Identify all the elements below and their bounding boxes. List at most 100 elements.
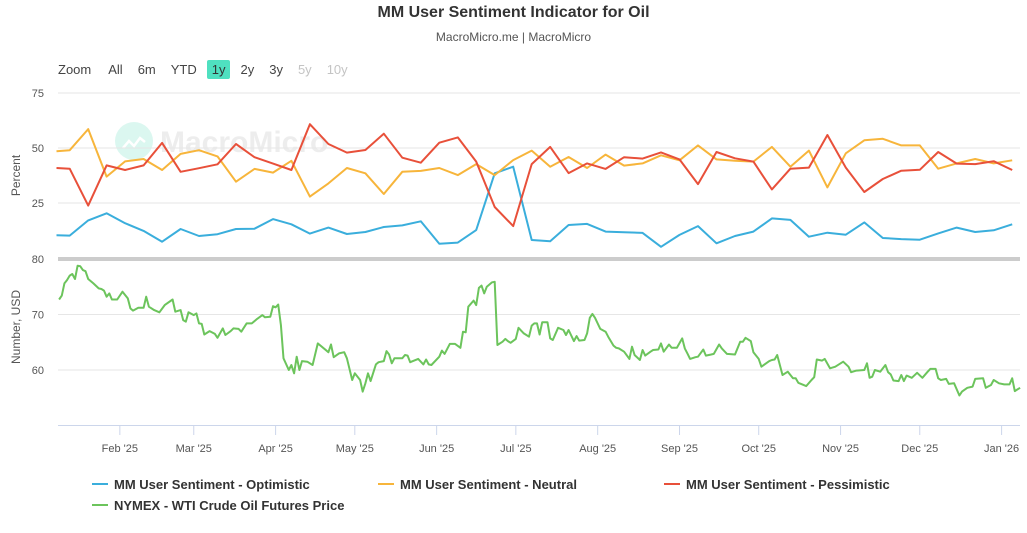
data-point[interactable] <box>806 148 811 153</box>
data-point[interactable] <box>363 171 368 176</box>
data-point[interactable] <box>529 148 534 153</box>
data-point[interactable] <box>67 148 72 153</box>
data-point[interactable] <box>997 381 1001 385</box>
data-point[interactable] <box>651 348 655 352</box>
data-point[interactable] <box>757 357 761 361</box>
data-point[interactable] <box>511 158 516 163</box>
data-point[interactable] <box>234 179 239 184</box>
data-point[interactable] <box>326 225 331 230</box>
data-point[interactable] <box>474 228 479 233</box>
data-point[interactable] <box>843 165 848 170</box>
data-point[interactable] <box>131 309 135 313</box>
data-point[interactable] <box>437 355 441 359</box>
data-point[interactable] <box>141 228 146 233</box>
data-point[interactable] <box>759 365 763 369</box>
data-point[interactable] <box>511 224 516 229</box>
data-point[interactable] <box>67 233 72 238</box>
data-point[interactable] <box>936 149 941 154</box>
data-point[interactable] <box>289 168 294 173</box>
data-point[interactable] <box>353 371 357 375</box>
legend-item[interactable]: MM User Sentiment - Neutral <box>378 477 577 492</box>
data-point[interactable] <box>86 277 90 281</box>
data-point[interactable] <box>849 370 853 374</box>
data-point[interactable] <box>1008 382 1012 386</box>
data-point[interactable] <box>144 295 148 299</box>
data-point[interactable] <box>659 244 664 249</box>
data-point[interactable] <box>326 350 330 354</box>
data-point[interactable] <box>917 237 922 242</box>
data-point[interactable] <box>873 368 877 372</box>
data-point[interactable] <box>843 151 848 156</box>
data-point[interactable] <box>862 220 867 225</box>
data-point[interactable] <box>86 218 91 223</box>
data-point[interactable] <box>883 363 887 367</box>
data-point[interactable] <box>411 359 415 363</box>
data-point[interactable] <box>627 357 631 361</box>
data-point[interactable] <box>268 315 272 319</box>
data-point[interactable] <box>585 161 590 166</box>
legend-item[interactable]: MM User Sentiment - Optimistic <box>92 477 310 492</box>
data-point[interactable] <box>363 381 367 385</box>
data-point[interactable] <box>769 144 774 149</box>
data-point[interactable] <box>307 122 312 127</box>
data-point[interactable] <box>622 230 627 235</box>
data-point[interactable] <box>1010 376 1014 380</box>
data-point[interactable] <box>952 381 956 385</box>
data-point[interactable] <box>221 326 225 330</box>
data-point[interactable] <box>197 166 202 171</box>
data-point[interactable] <box>270 170 275 175</box>
data-point[interactable] <box>880 177 885 182</box>
data-point[interactable] <box>141 163 146 168</box>
data-point[interactable] <box>643 354 647 358</box>
data-point[interactable] <box>973 230 978 235</box>
data-point[interactable] <box>604 330 608 334</box>
data-point[interactable] <box>696 143 701 148</box>
data-point[interactable] <box>960 390 964 394</box>
data-point[interactable] <box>387 352 391 356</box>
data-point[interactable] <box>683 346 687 350</box>
data-point[interactable] <box>142 306 146 310</box>
range-button-ytd[interactable]: YTD <box>170 62 197 77</box>
data-point[interactable] <box>769 187 774 192</box>
range-button-2y[interactable]: 2y <box>240 62 255 77</box>
data-point[interactable] <box>437 166 442 171</box>
series-line-wti-oil[interactable] <box>58 264 1021 397</box>
data-point[interactable] <box>455 135 460 140</box>
data-point[interactable] <box>171 298 175 302</box>
data-point[interactable] <box>751 350 755 354</box>
data-point[interactable] <box>160 140 165 145</box>
data-point[interactable] <box>593 316 597 320</box>
data-point[interactable] <box>329 342 333 346</box>
data-point[interactable] <box>250 321 254 325</box>
data-point[interactable] <box>418 219 423 224</box>
data-point[interactable] <box>865 361 869 365</box>
data-point[interactable] <box>917 167 922 172</box>
data-point[interactable] <box>197 234 202 239</box>
data-point[interactable] <box>588 316 592 320</box>
data-point[interactable] <box>843 232 848 237</box>
series-line-pessimistic[interactable] <box>56 123 1013 228</box>
data-point[interactable] <box>105 295 109 299</box>
data-point[interactable] <box>400 356 404 360</box>
data-point[interactable] <box>527 335 531 339</box>
data-point[interactable] <box>418 160 423 165</box>
data-point[interactable] <box>638 358 642 362</box>
data-point[interactable] <box>300 359 304 363</box>
data-point[interactable] <box>1002 382 1006 386</box>
data-point[interactable] <box>84 269 88 273</box>
data-point[interactable] <box>603 152 608 157</box>
data-point[interactable] <box>833 365 837 369</box>
data-point[interactable] <box>492 173 497 178</box>
data-point[interactable] <box>326 181 331 186</box>
data-point[interactable] <box>511 164 516 169</box>
data-point[interactable] <box>598 327 602 331</box>
series-line-neutral[interactable] <box>56 128 1013 198</box>
data-point[interactable] <box>418 168 423 173</box>
data-point[interactable] <box>622 155 627 160</box>
data-point[interactable] <box>509 341 513 345</box>
data-point[interactable] <box>216 336 220 340</box>
data-point[interactable] <box>670 346 674 350</box>
data-point[interactable] <box>289 363 293 367</box>
data-point[interactable] <box>566 171 571 176</box>
data-point[interactable] <box>957 394 961 398</box>
